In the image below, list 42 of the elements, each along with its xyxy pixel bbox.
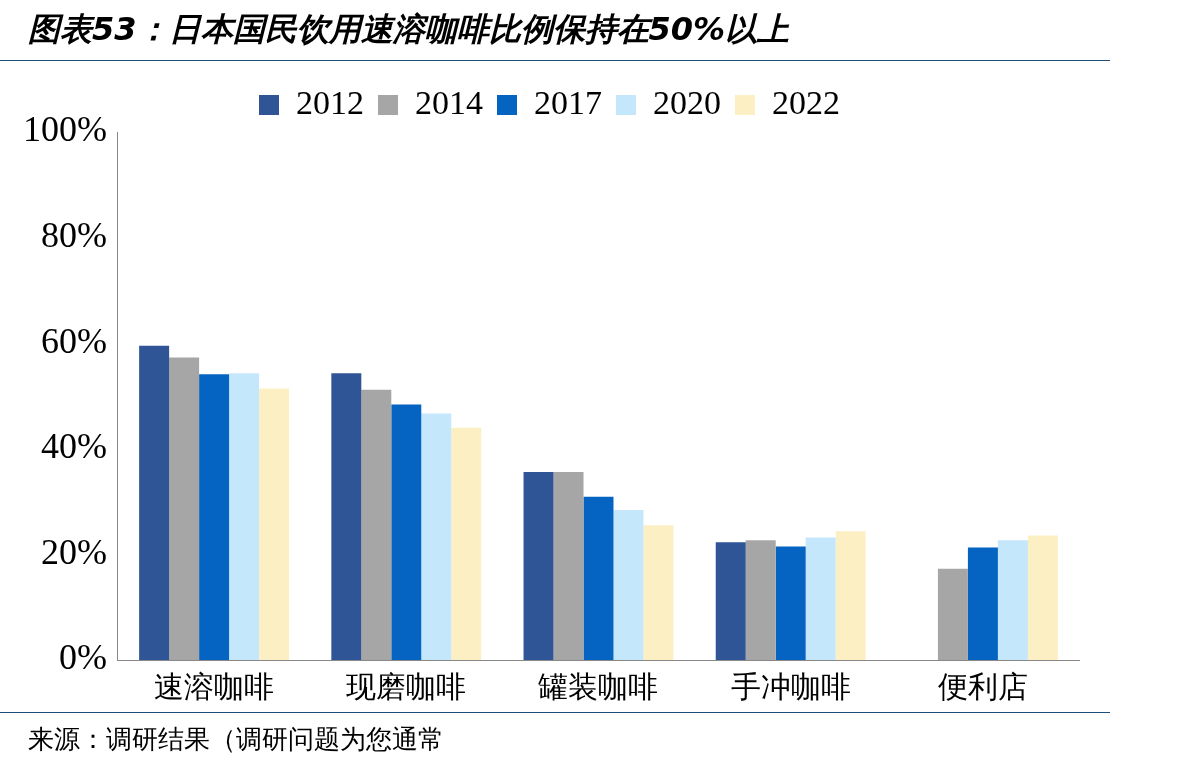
- bar: [967, 547, 998, 660]
- chart-title: 图表53：日本国民饮用速溶咖啡比例保持在50%以上: [28, 9, 790, 50]
- x-tick-label: 现磨咖啡: [346, 668, 467, 704]
- source-note: 来源：调研结果（调研问题为您通常: [28, 723, 444, 756]
- bar: [391, 404, 422, 660]
- bar: [451, 427, 482, 660]
- bar: [169, 357, 200, 660]
- bar: [835, 531, 866, 660]
- bar: [259, 388, 290, 660]
- x-tick-label: 罐装咖啡: [538, 668, 659, 704]
- legend-label: 2022: [772, 83, 840, 121]
- bar: [775, 546, 806, 660]
- x-tick-label: 便利店: [937, 668, 1028, 704]
- bar: [361, 389, 392, 660]
- bar: [199, 374, 230, 660]
- x-tick-label: 速溶咖啡: [154, 668, 275, 704]
- y-tick-label: 60%: [40, 320, 107, 361]
- bar: [937, 568, 968, 660]
- bar: [715, 542, 746, 660]
- bar: [1027, 535, 1058, 660]
- legend-label: 2020: [653, 83, 721, 121]
- legend-label: 2014: [415, 83, 483, 121]
- y-tick-label: 80%: [40, 215, 107, 256]
- x-tick-label: 手冲咖啡: [730, 668, 851, 704]
- bar: [613, 510, 644, 660]
- y-tick-label: 20%: [40, 531, 107, 572]
- bar: [523, 472, 554, 660]
- bar: [331, 373, 362, 660]
- bar: [553, 472, 584, 660]
- bar: [229, 373, 260, 660]
- bar: [745, 540, 776, 660]
- y-tick-label: 100%: [22, 109, 107, 150]
- legend-label: 2017: [534, 83, 602, 121]
- bar: [583, 496, 614, 660]
- bar: [643, 525, 674, 660]
- y-tick-label: 40%: [40, 426, 107, 467]
- legend-label: 2012: [296, 83, 364, 121]
- bar: [805, 537, 836, 660]
- bar: [421, 413, 452, 660]
- bar: [997, 540, 1028, 660]
- y-tick-label: 0%: [58, 637, 107, 678]
- bar: [139, 345, 170, 660]
